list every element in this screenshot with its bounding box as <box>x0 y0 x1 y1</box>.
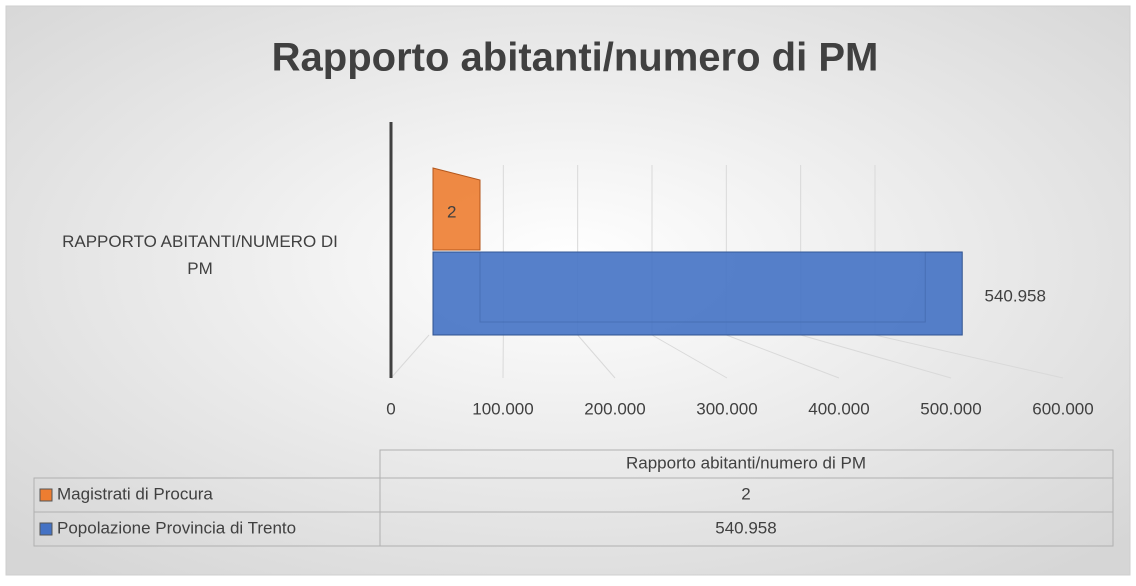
data-label: 2 <box>447 202 456 221</box>
chart-title: Rapporto abitanti/numero di PM <box>272 36 879 80</box>
data-label: 540.958 <box>985 286 1046 305</box>
bar <box>433 252 962 335</box>
legend-label: Popolazione Provincia di Trento <box>57 518 296 537</box>
x-tick-label: 200.000 <box>584 399 645 418</box>
table-cell: 540.958 <box>715 518 776 537</box>
x-tick-label: 500.000 <box>920 399 981 418</box>
legend-label: Magistrati di Procura <box>57 484 213 503</box>
x-tick-label: 100.000 <box>472 399 533 418</box>
legend-swatch <box>40 523 52 535</box>
x-tick-label: 400.000 <box>808 399 869 418</box>
bar <box>433 168 480 250</box>
table-cell: 2 <box>741 484 750 503</box>
legend-swatch <box>40 489 52 501</box>
table-header: Rapporto abitanti/numero di PM <box>626 453 866 472</box>
x-tick-label: 300.000 <box>696 399 757 418</box>
x-tick-label: 600.000 <box>1032 399 1093 418</box>
x-tick-label: 0 <box>386 399 395 418</box>
